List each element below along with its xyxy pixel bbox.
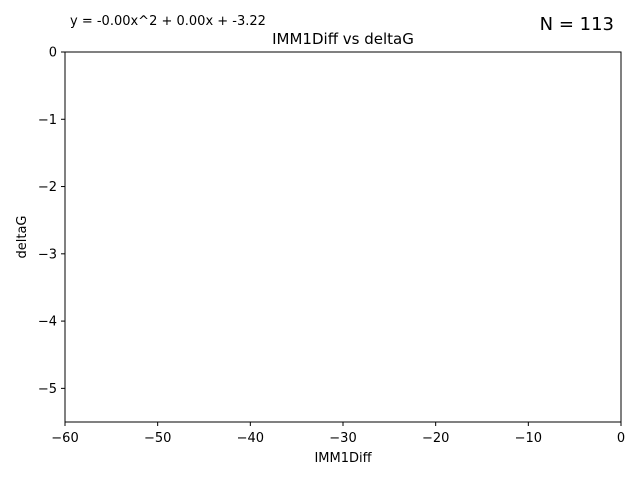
x-tick-label: 0 [617, 431, 625, 446]
y-tick-label: 0 [49, 46, 57, 61]
plot-area [64, 51, 622, 423]
x-tick-label: −30 [329, 431, 356, 446]
x-tick-label: −60 [51, 431, 78, 446]
x-tick-label: −40 [237, 431, 264, 446]
y-tick-label: −1 [38, 113, 57, 128]
x-axis-ticks: −60 −50 −40 −30 −20 −10 0 [51, 422, 625, 446]
axes-frame [64, 51, 622, 423]
y-axis-label: deltaG [15, 216, 30, 259]
y-axis-ticks: 0 −1 −2 −3 −4 −5 [38, 46, 65, 397]
x-axis-label: IMM1Diff [314, 451, 372, 466]
y-tick-label: −5 [38, 382, 57, 397]
chart-title: IMM1Diff vs deltaG [272, 30, 414, 48]
y-tick-label: −3 [38, 247, 57, 262]
sample-count: N = 113 [540, 14, 614, 35]
x-tick-label: −10 [515, 431, 542, 446]
y-tick-label: −2 [38, 180, 57, 195]
y-tick-label: −4 [38, 315, 57, 330]
x-tick-label: −20 [422, 431, 449, 446]
fit-equation: y = -0.00x^2 + 0.00x + -3.22 [70, 14, 266, 29]
x-tick-label: −50 [144, 431, 171, 446]
